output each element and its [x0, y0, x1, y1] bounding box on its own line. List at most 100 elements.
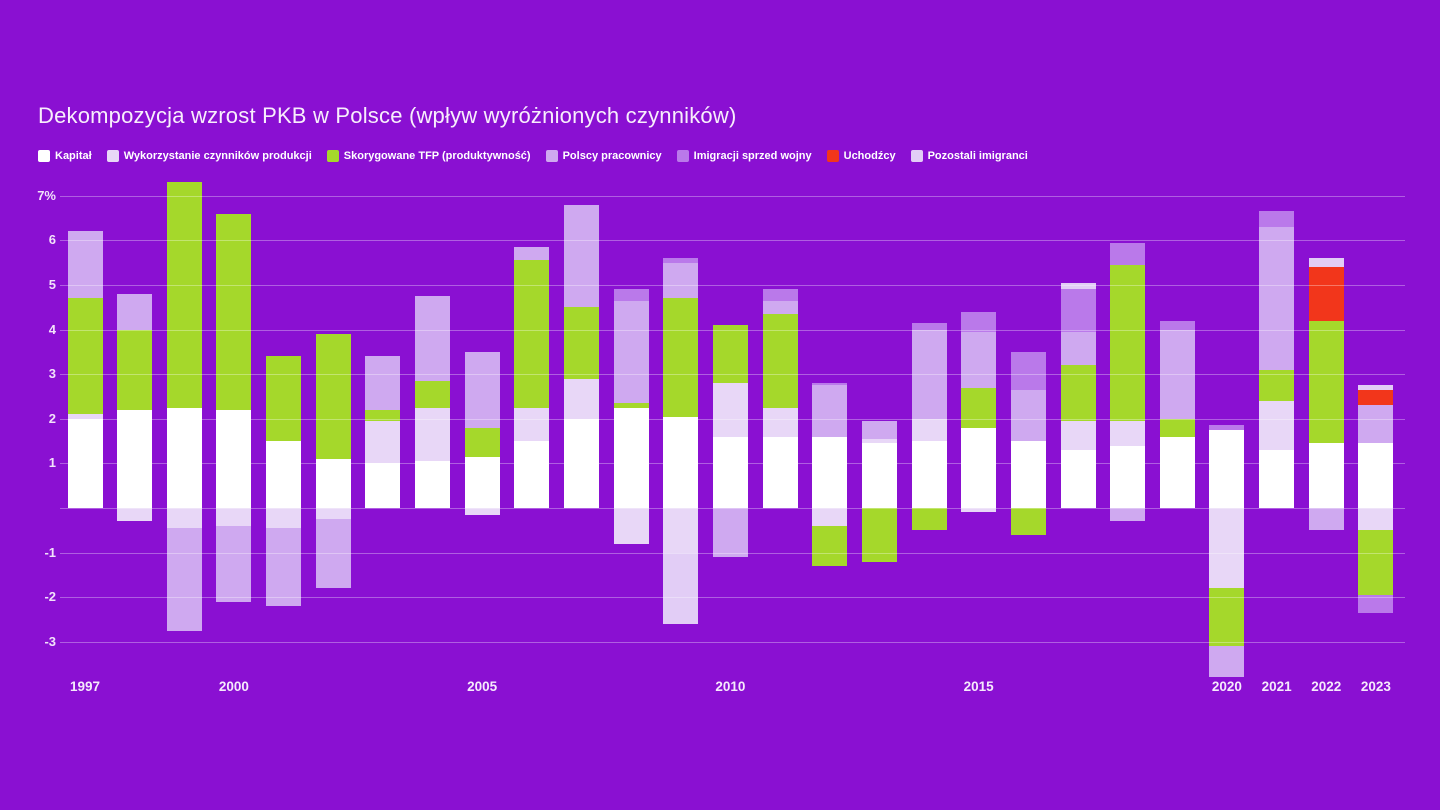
x-tick-label-2000: 2000 — [218, 679, 249, 694]
bar-2009-segment-imigracji-sprzed-wojny — [663, 258, 699, 263]
bar-2023-segment-skorygowane-tfp-produktywność- — [1358, 530, 1394, 595]
bar-2017-segment-imigracji-sprzed-wojny — [1060, 289, 1096, 332]
bar-2009-segment-skorygowane-tfp-produktywność- — [663, 298, 699, 417]
bar-2023-segment-polscy-pracownicy — [1358, 405, 1394, 444]
bar-2015-segment-polscy-pracownicy — [961, 331, 997, 388]
bar-2011-segment-wykorzystanie-czynników-produkcji — [762, 407, 798, 437]
bar-1998-segment-polscy-pracownicy — [117, 293, 153, 330]
gridline-5 — [60, 285, 1405, 286]
bar-2015-segment-kapitał — [961, 427, 997, 508]
bar-2020-segment-wykorzystanie-czynników-produkcji — [1209, 508, 1245, 589]
bar-2004-segment-wykorzystanie-czynników-produkcji — [415, 407, 451, 462]
bar-2020-segment-polscy-pracownicy — [1209, 646, 1245, 678]
bar-1999-segment-skorygowane-tfp-produktywność- — [166, 182, 202, 408]
bar-2020-segment-kapitał — [1209, 429, 1245, 508]
bar-2004-segment-kapitał — [415, 461, 451, 508]
x-tick-label-1997: 1997 — [69, 679, 101, 694]
bar-2023-segment-kapitał — [1358, 443, 1394, 508]
bar-2012-segment-skorygowane-tfp-produktywność- — [812, 525, 848, 566]
bar-2004-segment-skorygowane-tfp-produktywność- — [415, 380, 451, 408]
legend-swatch-uchodźcy — [826, 150, 839, 162]
chart-legend: Kapitał Wykorzystanie czynników produkcji… — [38, 150, 1028, 162]
bar-2002-segment-polscy-pracownicy — [315, 519, 351, 589]
bar-2002-segment-skorygowane-tfp-produktywność- — [315, 334, 351, 459]
gridline--2 — [60, 597, 1405, 599]
chart-title: Dekompozycja wzrost PKB w Polsce (wpływ … — [38, 103, 737, 128]
gridline-1 — [60, 463, 1405, 465]
bar-2001-segment-wykorzystanie-czynników-produkcji — [266, 508, 302, 529]
bar-2014-segment-imigracji-sprzed-wojny — [911, 322, 947, 330]
legend-label: Imigracji sprzed wojny — [693, 150, 812, 162]
bar-2022-segment-pozostali-imigranci — [1308, 258, 1344, 268]
bar-2018-segment-wykorzystanie-czynników-produkcji — [1110, 421, 1146, 446]
bar-2018-segment-skorygowane-tfp-produktywność- — [1110, 264, 1146, 422]
bar-2023-segment-pozostali-imigranci — [1358, 385, 1394, 390]
bar-2013-segment-polscy-pracownicy — [861, 421, 897, 439]
bar-2019-segment-polscy-pracownicy — [1159, 329, 1195, 419]
legend-label: Skorygowane TFP (produktywność) — [343, 150, 531, 162]
legend-label: Uchodźcy — [843, 150, 896, 162]
y-tick-label-7: 7% — [37, 187, 56, 203]
bar-2015-segment-wykorzystanie-czynników-produkcji — [961, 508, 997, 513]
bar-2021-segment-kapitał — [1259, 450, 1295, 508]
bar-2017-segment-polscy-pracownicy — [1060, 331, 1096, 366]
bar-2000-segment-kapitał — [216, 409, 252, 508]
bar-2003-segment-skorygowane-tfp-produktywność- — [365, 409, 401, 422]
bar-2005-segment-kapitał — [464, 456, 500, 508]
bar-1997-segment-polscy-pracownicy — [67, 231, 103, 299]
gridline-0 — [60, 508, 1405, 509]
x-tick-label-2010: 2010 — [715, 679, 746, 694]
bar-2009-segment-wykorzystanie-czynników-produkcji — [663, 508, 699, 553]
legend-swatch-skorygowane-tfp-produktywność- — [326, 150, 339, 162]
bar-1998-segment-kapitał — [117, 409, 153, 508]
x-tick-label-2020: 2020 — [1211, 679, 1242, 694]
bar-2010-segment-wykorzystanie-czynników-produkcji — [712, 383, 748, 437]
legend-item-wykorzystanie-czynników-produkcji: Wykorzystanie czynników produkcji — [106, 150, 312, 162]
bar-2001-segment-polscy-pracownicy — [266, 528, 302, 607]
bar-2008-segment-wykorzystanie-czynników-produkcji — [613, 508, 649, 544]
bar-2005-segment-polscy-pracownicy — [464, 351, 500, 428]
legend-label: Polscy pracownicy — [562, 150, 662, 162]
bar-2006-segment-kapitał — [514, 441, 550, 508]
y-tick-label-1: 1 — [48, 455, 56, 471]
legend-item-pozostali-imigranci: Pozostali imigranci — [910, 150, 1028, 162]
bar-2012-segment-wykorzystanie-czynników-produkcji — [812, 508, 848, 526]
bar-1998-segment-skorygowane-tfp-produktywność- — [117, 329, 153, 410]
bar-2013-segment-wykorzystanie-czynników-produkcji — [861, 438, 897, 444]
gridline-7 — [60, 195, 1405, 197]
gridline-6 — [60, 240, 1405, 242]
bar-2016-segment-polscy-pracownicy — [1010, 389, 1046, 442]
x-tick-label-2022: 2022 — [1311, 679, 1342, 694]
bar-2022-segment-polscy-pracownicy — [1308, 508, 1344, 531]
gridline-4 — [60, 329, 1405, 331]
bar-2012-segment-kapitał — [812, 436, 848, 508]
bar-2013-segment-skorygowane-tfp-produktywność- — [861, 508, 897, 562]
bar-2017-segment-pozostali-imigranci — [1060, 282, 1096, 290]
bar-2005-segment-skorygowane-tfp-produktywność- — [464, 427, 500, 457]
bar-2015-segment-skorygowane-tfp-produktywność- — [961, 387, 997, 428]
bar-2009-segment-pozostali-imigranci — [663, 552, 699, 624]
bar-2002-segment-kapitał — [315, 458, 351, 508]
bar-2014-segment-polscy-pracownicy — [911, 329, 947, 419]
bar-2017-segment-wykorzystanie-czynników-produkcji — [1060, 421, 1096, 450]
bar-2023-segment-wykorzystanie-czynników-produkcji — [1358, 508, 1394, 531]
bar-2011-segment-polscy-pracownicy — [762, 300, 798, 314]
bar-1998-segment-wykorzystanie-czynników-produkcji — [117, 508, 153, 522]
gridline-3 — [60, 374, 1405, 376]
bar-2017-segment-skorygowane-tfp-produktywność- — [1060, 365, 1096, 422]
bar-2021-segment-imigracji-sprzed-wojny — [1259, 211, 1295, 228]
x-tick-label-2023: 2023 — [1360, 679, 1391, 694]
bar-2005-segment-wykorzystanie-czynników-produkcji — [464, 508, 500, 515]
bar-2006-segment-wykorzystanie-czynników-produkcji — [514, 407, 550, 442]
bar-2007-segment-polscy-pracownicy — [564, 204, 599, 308]
bar-2012-segment-polscy-pracownicy — [812, 385, 848, 437]
bar-2013-segment-kapitał — [861, 443, 897, 508]
bar-2011-segment-skorygowane-tfp-produktywność- — [762, 313, 798, 408]
bar-1999-segment-kapitał — [166, 407, 202, 508]
bar-2020-segment-imigracji-sprzed-wojny — [1209, 425, 1245, 430]
bar-2010-segment-kapitał — [712, 436, 748, 508]
bar-1997-segment-kapitał — [67, 418, 103, 508]
bar-2008-segment-kapitał — [613, 407, 649, 508]
